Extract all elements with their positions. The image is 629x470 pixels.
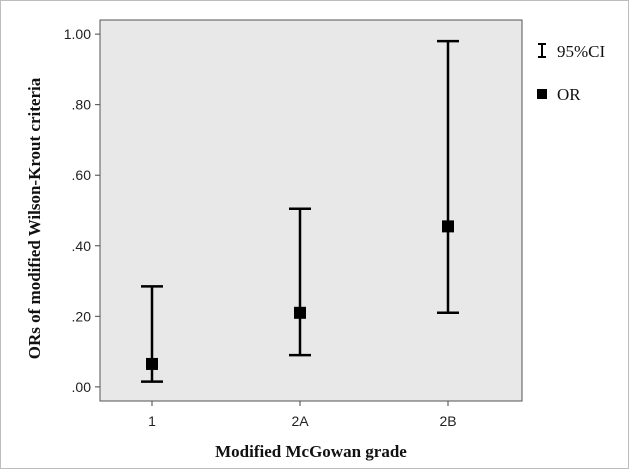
error-bar-icon bbox=[538, 43, 546, 58]
x-tick-label: 2B bbox=[439, 413, 456, 429]
legend-item-95ci: 95%CI bbox=[538, 42, 606, 61]
y-tick-label: .60 bbox=[72, 167, 92, 183]
y-tick-label: .80 bbox=[72, 97, 92, 113]
y-axis-title: ORs of modified Wilson-Krout criteria bbox=[25, 77, 44, 359]
legend-item-or: OR bbox=[537, 85, 581, 104]
plot-area bbox=[99, 19, 523, 402]
or-point bbox=[294, 306, 306, 319]
legend-label-95ci: 95%CI bbox=[557, 42, 606, 61]
x-tick-label: 2A bbox=[291, 413, 309, 429]
y-tick-label: .20 bbox=[72, 308, 92, 324]
y-tick-label: .40 bbox=[72, 238, 92, 254]
or-point bbox=[442, 220, 454, 233]
square-marker-icon bbox=[537, 89, 547, 99]
y-tick-label: .00 bbox=[72, 379, 92, 395]
y-axis: .00 .20 .40 .60 .80 1.00 bbox=[64, 26, 100, 395]
y-tick-label: 1.00 bbox=[64, 26, 91, 42]
x-axis-title: Modified McGowan grade bbox=[215, 442, 407, 461]
legend: 95%CI OR bbox=[537, 42, 606, 104]
x-tick-label: 1 bbox=[148, 413, 156, 429]
or-point bbox=[146, 357, 158, 370]
chart-marks bbox=[141, 39, 459, 383]
x-axis: 1 2A 2B bbox=[148, 401, 457, 429]
legend-label-or: OR bbox=[557, 85, 581, 104]
